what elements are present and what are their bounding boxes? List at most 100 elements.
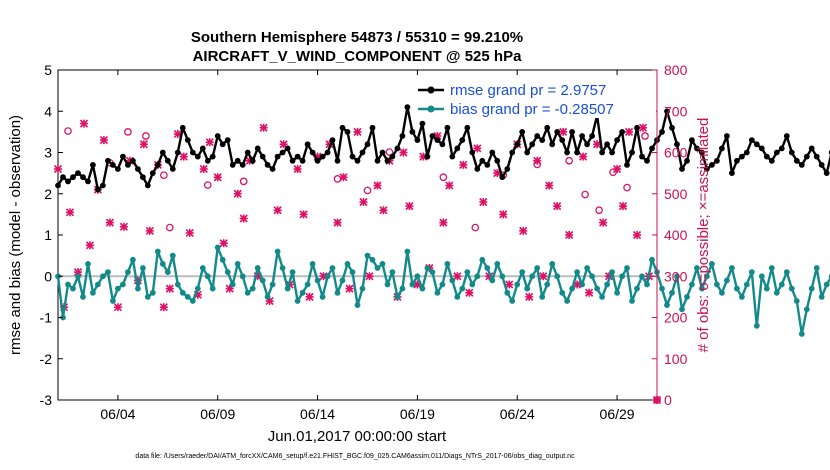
rmse-point (75, 170, 81, 177)
rmse-point (229, 162, 236, 168)
bias-point (70, 285, 76, 292)
obs-assimilated-point (545, 181, 554, 190)
rmse-point (669, 124, 675, 131)
rmse-point (314, 157, 321, 164)
bias-point (349, 269, 356, 275)
rmse-point (100, 182, 106, 189)
rmse-point (469, 149, 476, 156)
obs-assimilated-point (113, 303, 122, 312)
rmse-point (763, 153, 770, 160)
rmse-point (55, 182, 61, 189)
obs-assimilated-point (365, 272, 374, 281)
bias-point (709, 261, 715, 267)
obs-assimilated-point (638, 123, 648, 132)
bias-point (284, 285, 291, 292)
bias-point (489, 277, 496, 284)
legend: rmse grand pr = 2.9757 bias grand pr = -… (414, 80, 656, 118)
legend-label-bias: bias grand pr = -0.28507 (450, 101, 614, 118)
legend-marker-rmse (427, 86, 435, 94)
bias-point (394, 294, 401, 300)
bias-point (793, 298, 800, 304)
bias-point (379, 261, 386, 267)
obs-possible-point (239, 177, 248, 186)
bias-point (429, 269, 436, 275)
obs-possible-point (623, 183, 631, 192)
bias-point (140, 265, 146, 271)
y-tick-label-left: 4 (44, 103, 52, 119)
obs-assimilated-point (199, 164, 208, 174)
bias-point (783, 269, 790, 275)
bias-point (773, 289, 780, 296)
obs-possible-point (124, 128, 132, 136)
rmse-point (110, 162, 116, 168)
rmse-point (499, 174, 506, 181)
rmse-point (609, 149, 615, 156)
rmse-point (549, 141, 556, 148)
bias-point (244, 289, 251, 296)
y-tick-label-left: -1 (40, 310, 53, 326)
bias-point (459, 285, 466, 292)
obs-assimilated-point (632, 230, 642, 240)
rmse-point (714, 157, 720, 164)
obs-assimilated-point (139, 140, 148, 149)
data-file-footnote: data file: /Users/raeder/DAI/ATM_forcXX/… (135, 453, 575, 460)
rmse-point (274, 153, 281, 160)
rmse-point (509, 149, 516, 156)
rmse-point (319, 153, 326, 160)
rmse-point (95, 186, 101, 193)
bias-point (514, 281, 521, 288)
rmse-point (758, 145, 765, 152)
rmse-point (399, 133, 406, 139)
bias-point (344, 261, 351, 267)
obs-possible-point (609, 168, 617, 177)
bias-point (689, 281, 695, 288)
rmse-point (289, 157, 296, 164)
rmse-point (429, 133, 436, 139)
rmse-point (564, 149, 570, 156)
bias-point (798, 331, 805, 337)
bias-point (399, 285, 406, 292)
bias-point (329, 265, 336, 271)
obs-assimilated-point (239, 214, 248, 223)
rmse-point (224, 137, 231, 144)
rmse-point (529, 141, 536, 148)
rmse-point (484, 162, 491, 168)
rmse-point (254, 145, 261, 152)
rmse-point (504, 166, 511, 172)
bias-point (389, 269, 396, 275)
bias-point (159, 261, 166, 267)
rmse-point (80, 174, 86, 181)
bias-point (324, 273, 331, 280)
bias-point (449, 277, 456, 284)
obs-assimilated-point (65, 208, 75, 217)
rmse-point (209, 153, 216, 160)
obs-possible-point (641, 132, 649, 140)
bias-point (154, 248, 161, 255)
y-tick-label-right: 300 (664, 268, 688, 284)
bias-point (184, 294, 191, 300)
rmse-point (734, 157, 740, 164)
rmse-point (454, 145, 461, 152)
obs-assimilated-point (79, 119, 89, 128)
rmse-point (339, 124, 346, 131)
bias-point (574, 269, 580, 275)
obs-assimilated-point (405, 202, 414, 211)
rmse-point (719, 145, 725, 152)
bias-point (649, 256, 655, 263)
rmse-point (629, 149, 635, 156)
bias-point (80, 294, 86, 300)
rmse-point (544, 124, 551, 131)
bias-point (100, 273, 106, 280)
bias-point (739, 294, 745, 300)
bias-point (419, 285, 426, 292)
y-tick-label-left: 3 (44, 145, 52, 161)
bias-point (494, 261, 501, 267)
bias-point (599, 294, 605, 300)
rmse-point (699, 149, 705, 156)
obs-assimilated-point (459, 160, 468, 169)
bias-point (539, 294, 546, 300)
obs-assimilated-point (599, 218, 608, 227)
bias-point (734, 285, 740, 292)
rmse-point (144, 182, 151, 189)
rmse-point (439, 141, 446, 148)
